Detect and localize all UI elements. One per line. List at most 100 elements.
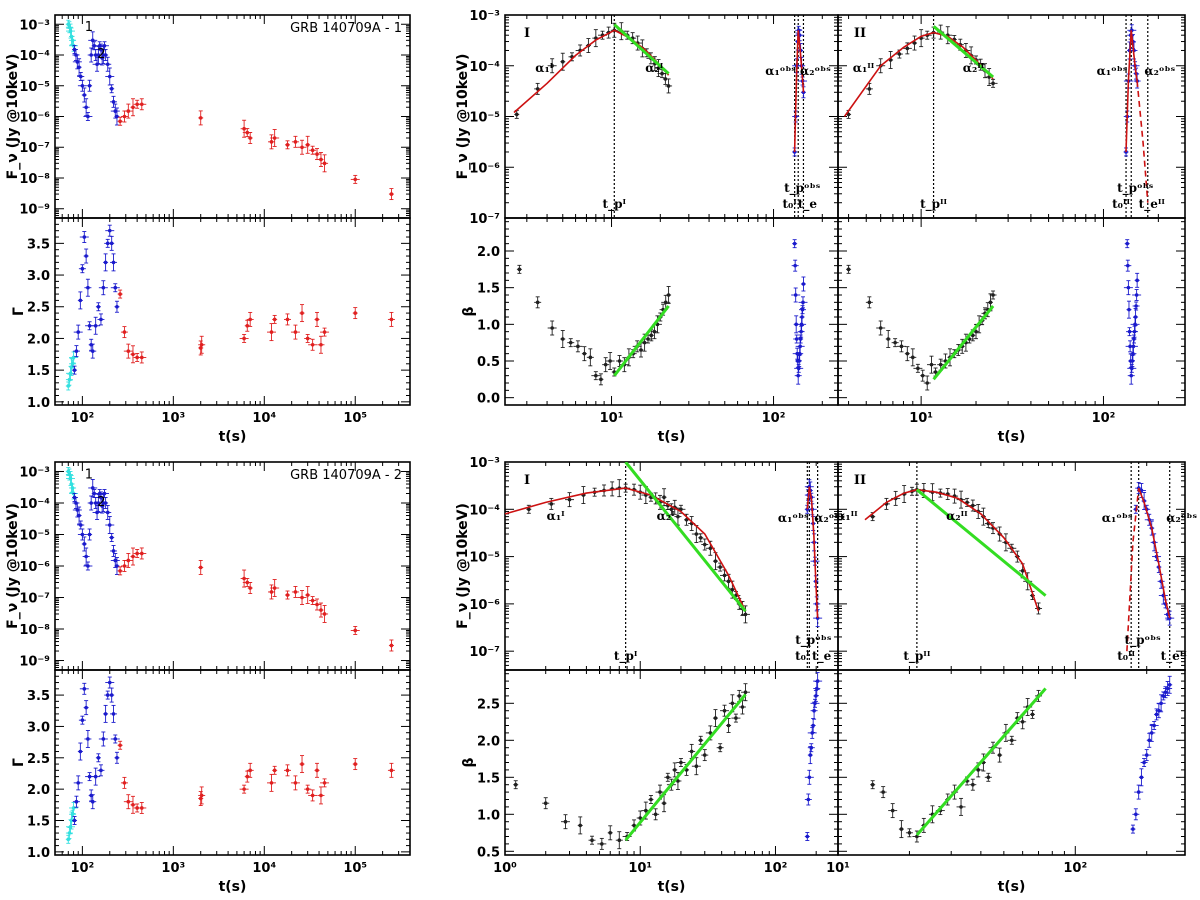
data-point	[248, 136, 252, 140]
data-point	[126, 109, 131, 113]
data-point	[991, 81, 995, 86]
data-point	[135, 551, 139, 556]
data-point	[702, 542, 707, 547]
data-point	[1127, 307, 1131, 312]
y-tick-label: 10⁻⁷	[469, 212, 500, 227]
data-layer	[513, 15, 808, 218]
data-point	[86, 737, 90, 741]
y-tick-label: 2.5	[477, 697, 500, 712]
data-point	[86, 285, 90, 290]
data-point	[90, 349, 95, 353]
data-point	[272, 586, 277, 590]
data-point	[84, 254, 88, 258]
data-point	[135, 806, 139, 810]
data-point	[122, 564, 127, 568]
alpha2-obs-label: α₂ᵒᵇˢ	[1166, 511, 1197, 525]
x-tick-label: 10²	[1063, 861, 1087, 876]
x-tick-label: 10¹	[600, 411, 624, 426]
data-point	[679, 760, 683, 765]
data-point	[646, 337, 650, 341]
y-tick-label: 3.5	[27, 237, 50, 252]
data-point	[269, 781, 274, 785]
data-point	[113, 109, 118, 113]
model-curve	[1126, 488, 1140, 652]
data-point	[658, 790, 662, 794]
data-layer	[843, 15, 1149, 218]
data-point	[1030, 712, 1035, 717]
data-point	[285, 593, 290, 597]
data-point	[1126, 285, 1131, 290]
panel-d1: 10⁻⁹ 10⁻⁸ 10⁻⁷ 10⁻⁶ 10⁻⁵ 10⁻⁴ 10⁻³ F_ν (Jy @10k…	[5, 461, 411, 671]
x-tick-label: 10⁰	[493, 861, 517, 876]
model-curve	[806, 486, 819, 619]
data-point	[319, 157, 323, 162]
data-point	[684, 517, 689, 522]
data-point	[310, 598, 315, 603]
data-point	[694, 764, 699, 768]
data-point	[93, 774, 98, 779]
y-tick-label: 10⁻⁸	[19, 172, 50, 187]
data-point	[319, 793, 323, 798]
panel-title: GRB 140709A - 2	[290, 468, 402, 483]
data-point	[353, 177, 358, 182]
data-point	[1144, 753, 1149, 757]
data-point	[242, 787, 246, 791]
data-point	[1133, 315, 1138, 319]
data-point	[90, 486, 95, 490]
data-point	[846, 112, 851, 117]
data-point	[389, 768, 394, 773]
data-point	[272, 768, 277, 773]
data-point	[938, 362, 943, 367]
data-point	[807, 775, 812, 780]
y-axis-label: F_ν (Jy @10keV)	[5, 54, 21, 180]
y-tick-label: 10⁻⁵	[469, 551, 500, 566]
data-point	[115, 564, 119, 568]
data-point	[603, 362, 608, 367]
data-point	[1132, 337, 1136, 341]
x-axis-label: t(s)	[219, 429, 247, 445]
data-point	[315, 152, 319, 156]
powerlaw-fit-line	[624, 693, 747, 842]
data-point	[101, 737, 106, 741]
data-point	[513, 782, 518, 787]
data-point	[139, 806, 144, 810]
data-point	[560, 59, 565, 64]
data-point	[660, 71, 664, 76]
model-curve	[843, 31, 994, 117]
plot-frame	[504, 217, 839, 406]
data-point	[815, 616, 820, 620]
data-point	[608, 831, 613, 835]
data-point	[676, 514, 680, 519]
data-point	[1134, 812, 1138, 817]
data-point	[77, 65, 81, 70]
data-point	[107, 74, 112, 79]
data-point	[672, 768, 677, 772]
y-tick-label: 0.0	[477, 392, 500, 407]
data-point	[649, 797, 653, 802]
y-axis-label: β	[461, 306, 477, 316]
tp-obs-label: t_pᵒᵇˢ	[795, 633, 832, 648]
data-layer	[65, 676, 395, 844]
data-point	[702, 753, 707, 757]
data-point	[76, 330, 81, 334]
alpha2-obs-label: α₂ᵒᵇˢ	[800, 64, 831, 78]
data-point	[139, 355, 144, 360]
data-point	[269, 330, 274, 334]
data-point	[305, 593, 310, 597]
data-point	[563, 819, 568, 824]
data-point	[730, 587, 735, 592]
data-point	[815, 679, 820, 683]
data-point	[126, 349, 131, 353]
plot-frame	[504, 669, 839, 856]
data-point	[743, 612, 748, 617]
data-point	[105, 510, 110, 515]
y-tick-label: 1.5	[27, 364, 50, 379]
data-point	[84, 554, 88, 559]
data-layer	[513, 672, 823, 850]
y-tick-label: 10⁻⁷	[19, 141, 50, 156]
te-label: t_e	[812, 649, 832, 664]
data-point	[669, 507, 674, 512]
data-point	[89, 501, 93, 505]
